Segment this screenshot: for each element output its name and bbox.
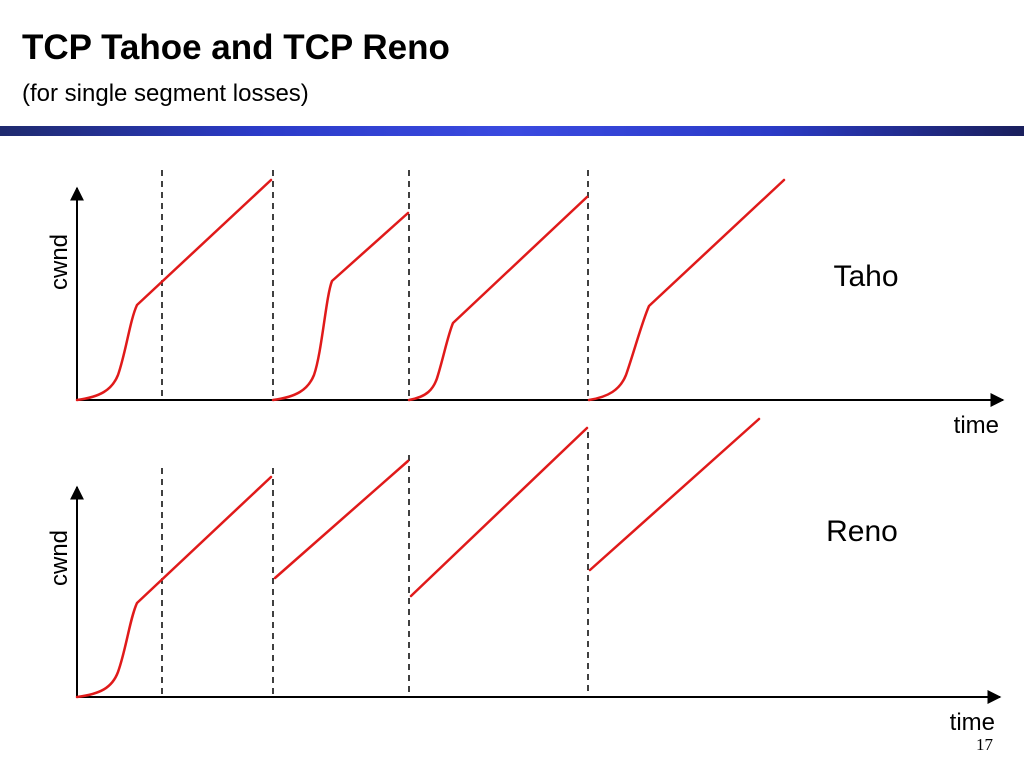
tahoe-cwnd-curve — [75, 178, 786, 402]
tahoe-cycle-3 — [407, 195, 589, 402]
reno-cycle-2 — [273, 459, 410, 580]
tahoe-cycle-1 — [75, 178, 273, 402]
slide-title: TCP Tahoe and TCP Reno — [22, 28, 450, 67]
title-divider-bar — [0, 126, 1024, 136]
tahoe-panel-label: Taho — [833, 260, 898, 293]
reno-panel: cwnd time Reno — [46, 417, 1002, 736]
tahoe-panel: cwnd time Taho — [46, 170, 1005, 439]
reno-panel-label: Reno — [826, 515, 898, 548]
reno-x-axis-label: time — [950, 709, 995, 736]
reno-loss-markers — [161, 432, 589, 697]
reno-y-axis-label: cwnd — [46, 530, 73, 586]
reno-cwnd-curve — [75, 417, 761, 699]
reno-cycle-4 — [588, 417, 761, 572]
tahoe-loss-markers — [161, 170, 589, 398]
reno-cycle-3 — [409, 426, 589, 598]
tahoe-y-axis-label: cwnd — [46, 234, 73, 290]
page-number: 17 — [976, 735, 993, 754]
tahoe-x-axis-label: time — [954, 412, 999, 439]
reno-cycle-1 — [75, 475, 273, 699]
tahoe-cycle-2 — [271, 211, 410, 402]
tahoe-cycle-4 — [587, 178, 786, 402]
slide-subtitle: (for single segment losses) — [22, 80, 309, 107]
